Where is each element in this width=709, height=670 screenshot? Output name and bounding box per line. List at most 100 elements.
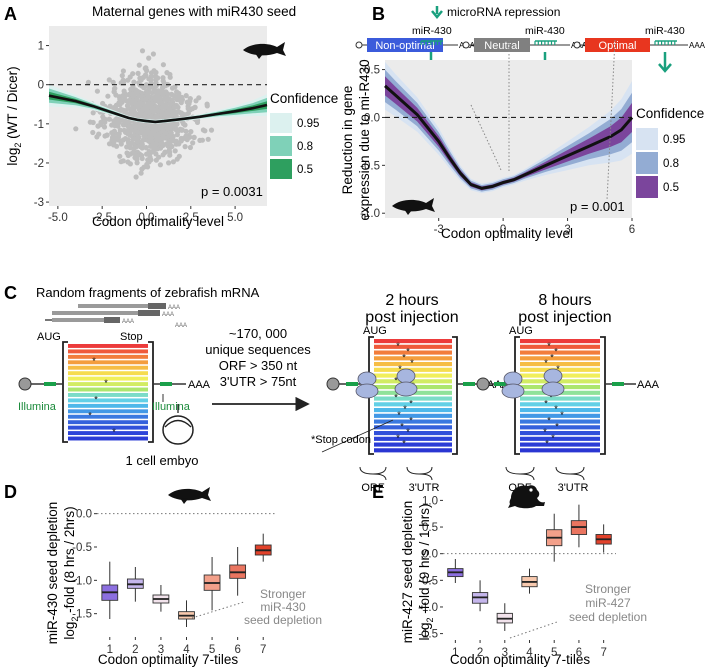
library-stripe bbox=[520, 425, 600, 430]
panel-e-y-axis: 1.0 0.5 0.0 -0.5 -1.0 -1.5 bbox=[418, 495, 443, 641]
legend-label: 0.95 bbox=[663, 134, 685, 146]
scatter-point bbox=[136, 62, 142, 68]
x-tick-label: 2 bbox=[132, 644, 138, 656]
x-tick-label: 4 bbox=[183, 644, 190, 656]
scatter-point bbox=[169, 123, 175, 129]
library-stripe bbox=[520, 436, 600, 441]
panel-a-p-value: p = 0.0031 bbox=[201, 184, 263, 199]
library-stripe bbox=[374, 362, 452, 367]
panel-e-annot-line bbox=[509, 621, 558, 639]
panel-e-annot-3: seed depletion bbox=[569, 610, 647, 624]
scatter-point bbox=[167, 149, 173, 155]
y-tick-label: -1.0 bbox=[418, 602, 438, 614]
scatter-point bbox=[193, 98, 199, 104]
scatter-point bbox=[183, 93, 189, 99]
optimal-guide-line bbox=[606, 39, 616, 201]
frog-icon bbox=[508, 485, 545, 509]
aug-label-1: AUG bbox=[37, 331, 61, 343]
scatter-point bbox=[133, 174, 139, 180]
library-stripe bbox=[68, 398, 148, 403]
embryo-label: 1 cell embyo bbox=[126, 453, 199, 468]
stop-codon-star: * bbox=[396, 433, 400, 443]
legend-label: 0.8 bbox=[297, 141, 313, 153]
scatter-point bbox=[164, 141, 170, 147]
panel-b-y-label-2: expression due to mi-R430 bbox=[357, 59, 372, 220]
scatter-point bbox=[167, 107, 173, 113]
stop-codon-star: * bbox=[402, 439, 406, 449]
stop-codon-star: * bbox=[394, 375, 398, 385]
scatter-point bbox=[141, 84, 147, 90]
library-stripe bbox=[374, 413, 452, 418]
stop-codon-star: * bbox=[92, 356, 96, 366]
aug-label-3: AUG bbox=[509, 325, 533, 337]
scatter-point bbox=[172, 148, 178, 154]
scatter-point bbox=[171, 104, 177, 110]
scatter-point bbox=[150, 127, 156, 133]
scatter-point bbox=[177, 95, 183, 101]
scatter-point bbox=[163, 89, 169, 95]
scatter-point bbox=[171, 93, 177, 99]
y-tick-label: -0.5 bbox=[72, 542, 92, 554]
scatter-point bbox=[145, 94, 151, 100]
y-tick-label: -0.5 bbox=[360, 160, 380, 172]
scatter-point bbox=[166, 160, 172, 166]
spec-line-4: 3'UTR > 75nt bbox=[220, 374, 297, 389]
x-tick-label: 5 bbox=[551, 647, 557, 659]
scatter-point bbox=[197, 137, 203, 143]
scatter-point bbox=[127, 129, 133, 135]
stop-codon-star: * bbox=[560, 410, 564, 420]
scatter-point bbox=[101, 124, 108, 130]
panel-b-top-label: microRNA repression bbox=[447, 5, 560, 19]
scatter-point bbox=[178, 135, 184, 142]
scatter-point bbox=[112, 123, 118, 129]
stop-codon-star: * bbox=[544, 398, 548, 408]
scatter-point bbox=[126, 123, 132, 130]
scatter-point bbox=[107, 103, 113, 109]
stop-label-1: Stop bbox=[120, 331, 143, 343]
library-stripe bbox=[520, 350, 600, 355]
stop-codon-star: * bbox=[549, 393, 553, 403]
library-3-stripes: ****************** bbox=[520, 339, 600, 453]
scatter-point bbox=[134, 153, 140, 159]
library-stripe bbox=[68, 420, 148, 425]
aug-label-2: AUG bbox=[363, 325, 387, 337]
zebrafish-icon bbox=[243, 42, 286, 59]
schema-cap-icon bbox=[462, 41, 470, 49]
scatter-point bbox=[143, 65, 149, 71]
scatter-point bbox=[139, 145, 145, 151]
scatter-point bbox=[170, 159, 176, 165]
scatter-point bbox=[128, 108, 134, 114]
panel-d-annot-line bbox=[191, 601, 245, 619]
scatter-point bbox=[151, 109, 157, 115]
illumina-label-1: Illumina bbox=[18, 401, 57, 413]
scatter-point bbox=[172, 109, 178, 115]
x-tick-label: -5.0 bbox=[48, 212, 68, 224]
y-tick-label: 0.5 bbox=[422, 522, 438, 534]
library-stripe bbox=[520, 362, 600, 367]
panel-b-y-label-1: Reduction in gene bbox=[340, 86, 355, 195]
scatter-point bbox=[157, 99, 164, 105]
stop-codon-star: * bbox=[544, 358, 548, 368]
scatter-point bbox=[185, 106, 191, 112]
panel-a-scatter bbox=[73, 48, 215, 180]
x-tick-label: 1 bbox=[107, 644, 113, 656]
scatter-point bbox=[162, 111, 168, 117]
scatter-point bbox=[153, 76, 159, 82]
cap-icon-2 bbox=[326, 377, 340, 391]
mir-label: miR-430 bbox=[525, 25, 565, 37]
utr-label-3: 3'UTR bbox=[558, 482, 589, 494]
scatter-point bbox=[184, 135, 190, 141]
x-tick-label: 5.0 bbox=[227, 212, 243, 224]
library-stripe bbox=[68, 403, 148, 408]
scatter-point bbox=[174, 89, 180, 95]
library-stripe bbox=[68, 393, 148, 397]
stop-codon-star: * bbox=[555, 421, 559, 431]
y-tick-label: -1.0 bbox=[72, 575, 92, 587]
legend-swatch bbox=[636, 176, 658, 198]
scatter-point bbox=[160, 75, 166, 81]
scatter-point bbox=[185, 110, 191, 116]
legend-swatch bbox=[636, 152, 658, 174]
panel-a-y-label: log2 (WT / Dicer) bbox=[5, 66, 23, 165]
library-stripe bbox=[68, 349, 148, 354]
